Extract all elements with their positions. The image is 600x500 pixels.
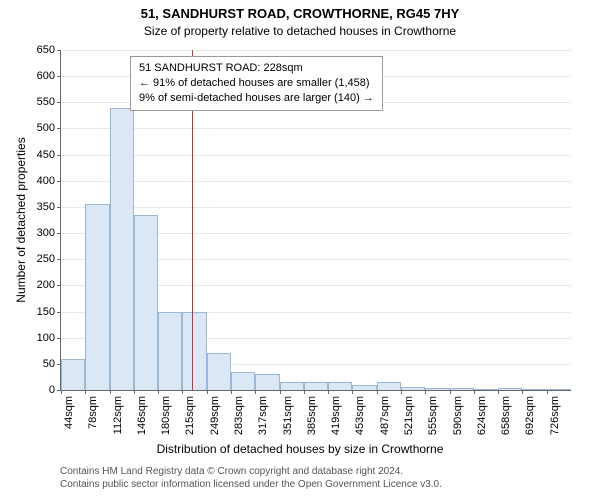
x-tick: 453sqm (352, 396, 366, 435)
x-tick: 726sqm (547, 396, 561, 435)
histogram-bar (474, 389, 498, 390)
histogram-bar (85, 204, 109, 390)
info-line-2: ← 91% of detached houses are smaller (1,… (139, 76, 374, 91)
histogram-bar (352, 385, 376, 390)
chart-subtitle: Size of property relative to detached ho… (0, 24, 600, 38)
histogram-bar (255, 374, 279, 390)
histogram-bar (328, 382, 352, 390)
x-tick: 419sqm (328, 396, 342, 435)
info-line-1: 51 SANDHURST ROAD: 228sqm (139, 61, 374, 76)
histogram-bar (522, 389, 546, 390)
x-tick: 78sqm (85, 396, 99, 429)
histogram-bar (61, 359, 85, 390)
histogram-bar (304, 382, 328, 390)
y-axis-label: Number of detached properties (14, 50, 28, 390)
histogram-bar (547, 389, 571, 390)
x-tick: 146sqm (134, 396, 148, 435)
histogram-bar (134, 215, 158, 390)
histogram-bar (425, 388, 449, 390)
x-tick: 112sqm (110, 396, 124, 434)
histogram-bar (182, 312, 206, 390)
x-tick: 249sqm (207, 396, 221, 435)
x-tick: 385sqm (304, 396, 318, 435)
x-tick: 44sqm (61, 396, 75, 429)
histogram-bar (110, 108, 134, 390)
histogram-bar (377, 382, 401, 390)
x-axis-label: Distribution of detached houses by size … (0, 442, 600, 456)
histogram-bar (231, 372, 255, 390)
x-tick: 624sqm (474, 396, 488, 435)
x-tick: 590sqm (450, 396, 464, 435)
histogram-bar (207, 353, 231, 390)
info-box: 51 SANDHURST ROAD: 228sqm ← 91% of detac… (130, 56, 383, 111)
histogram-bar (401, 387, 425, 390)
histogram-bar (498, 388, 522, 390)
x-tick: 521sqm (401, 396, 415, 435)
x-tick: 180sqm (158, 396, 172, 435)
histogram-bar (450, 388, 474, 390)
x-tick: 317sqm (255, 396, 269, 435)
x-tick: 555sqm (425, 396, 439, 435)
x-tick: 351sqm (280, 396, 294, 435)
x-tick: 215sqm (182, 396, 196, 435)
footnote: Contains HM Land Registry data © Crown c… (60, 465, 442, 491)
x-tick: 692sqm (522, 396, 536, 435)
footnote-line-2: Contains public sector information licen… (60, 478, 442, 491)
chart-title: 51, SANDHURST ROAD, CROWTHORNE, RG45 7HY (0, 6, 600, 21)
info-line-3: 9% of semi-detached houses are larger (1… (139, 91, 374, 106)
x-tick: 283sqm (231, 396, 245, 435)
chart-container: { "title": "51, SANDHURST ROAD, CROWTHOR… (0, 0, 600, 500)
x-tick: 658sqm (498, 396, 512, 435)
histogram-bar (158, 312, 182, 390)
histogram-bar (280, 382, 304, 390)
x-tick: 487sqm (377, 396, 391, 435)
footnote-line-1: Contains HM Land Registry data © Crown c… (60, 465, 442, 478)
